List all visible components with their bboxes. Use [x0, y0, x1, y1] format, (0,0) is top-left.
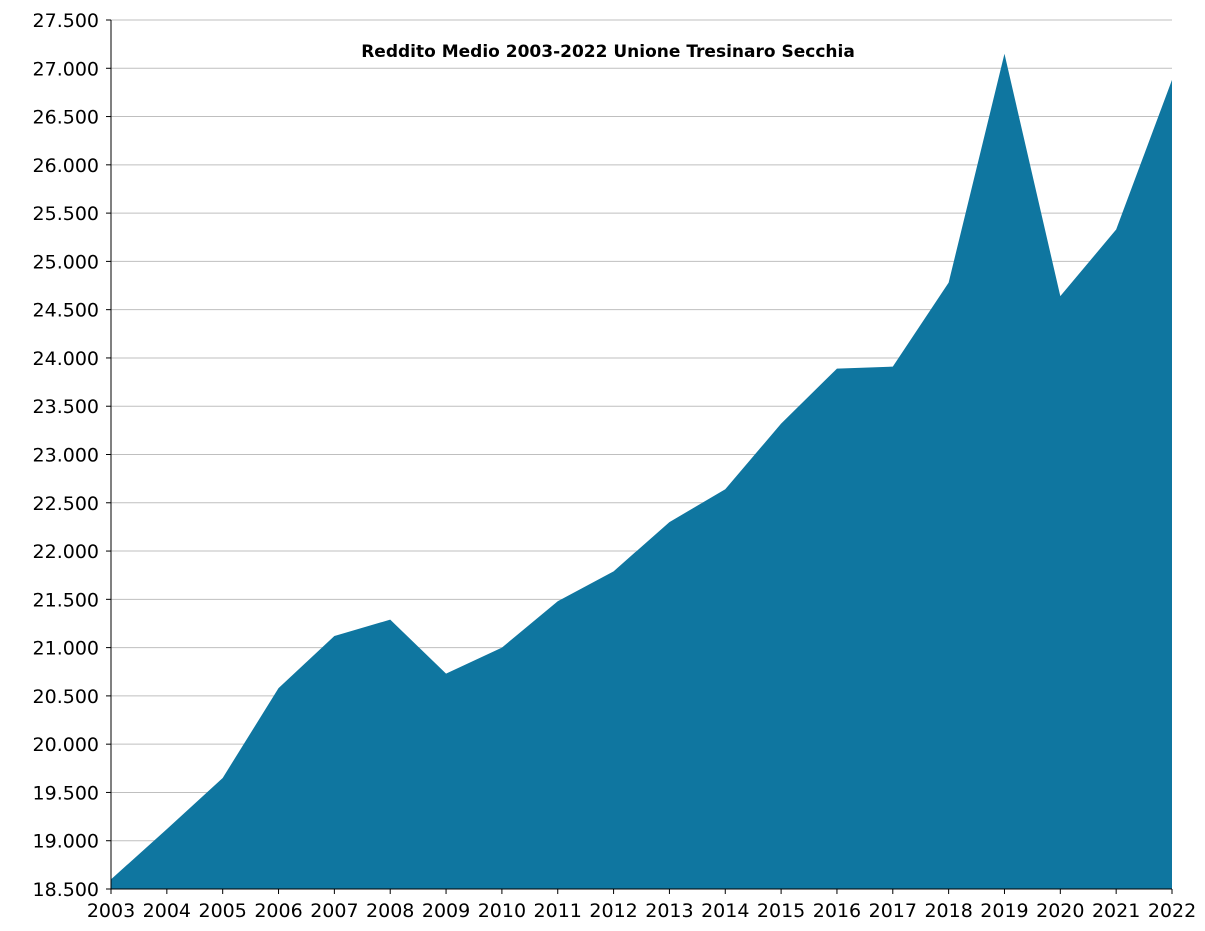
x-tick-label: 2013 — [645, 900, 693, 922]
y-tick-label: 27.000 — [33, 58, 99, 80]
y-tick-label: 27.500 — [33, 10, 99, 32]
x-tick-label: 2016 — [813, 900, 861, 922]
y-tick-label: 21.000 — [33, 638, 99, 660]
x-tick-label: 2015 — [757, 900, 805, 922]
axes — [106, 19, 1173, 894]
y-tick-label: 25.500 — [33, 203, 99, 225]
y-tick-label: 18.500 — [33, 879, 99, 901]
area-series — [111, 53, 1172, 890]
x-tick-label: 2005 — [199, 900, 247, 922]
x-axis-tick-labels: 2003 2004 2005 2006 2007 2008 2009 2010 2011 2012… — [87, 900, 1196, 922]
x-tick-label: 2021 — [1092, 900, 1140, 922]
y-tick-label: 26.000 — [33, 155, 99, 177]
y-tick-label: 20.000 — [33, 734, 99, 756]
x-tick-label: 2017 — [869, 900, 917, 922]
x-tick-label: 2014 — [701, 900, 749, 922]
y-axis-tick-labels: 18.500 19.000 19.500 20.000 20.500 21.000 21.5… — [33, 10, 99, 901]
y-tick-label: 25.000 — [33, 251, 99, 273]
x-tick-label: 2008 — [366, 900, 414, 922]
x-tick-label: 2018 — [924, 900, 972, 922]
y-tick-label: 19.500 — [33, 782, 99, 804]
x-tick-label: 2020 — [1036, 900, 1084, 922]
x-tick-label: 2022 — [1148, 900, 1196, 922]
y-tick-label: 26.500 — [33, 107, 99, 129]
y-tick-label: 24.000 — [33, 348, 99, 370]
x-tick-label: 2019 — [980, 900, 1028, 922]
x-tick-label: 2006 — [254, 900, 302, 922]
y-tick-label: 23.500 — [33, 396, 99, 418]
x-tick-label: 2004 — [143, 900, 191, 922]
y-tick-label: 23.000 — [33, 445, 99, 467]
x-tick-label: 2003 — [87, 900, 135, 922]
y-tick-label: 22.000 — [33, 541, 99, 563]
x-tick-label: 2010 — [478, 900, 526, 922]
chart-title: Reddito Medio 2003-2022 Unione Tresinaro… — [361, 42, 855, 62]
x-tick-label: 2011 — [534, 900, 582, 922]
x-tick-label: 2009 — [422, 900, 470, 922]
y-tick-label: 20.500 — [33, 686, 99, 708]
y-tick-label: 24.500 — [33, 300, 99, 322]
y-tick-label: 22.500 — [33, 493, 99, 515]
x-tick-label: 2007 — [310, 900, 358, 922]
y-tick-label: 21.500 — [33, 589, 99, 611]
y-tick-label: 19.000 — [33, 831, 99, 853]
x-tick-label: 2012 — [589, 900, 637, 922]
